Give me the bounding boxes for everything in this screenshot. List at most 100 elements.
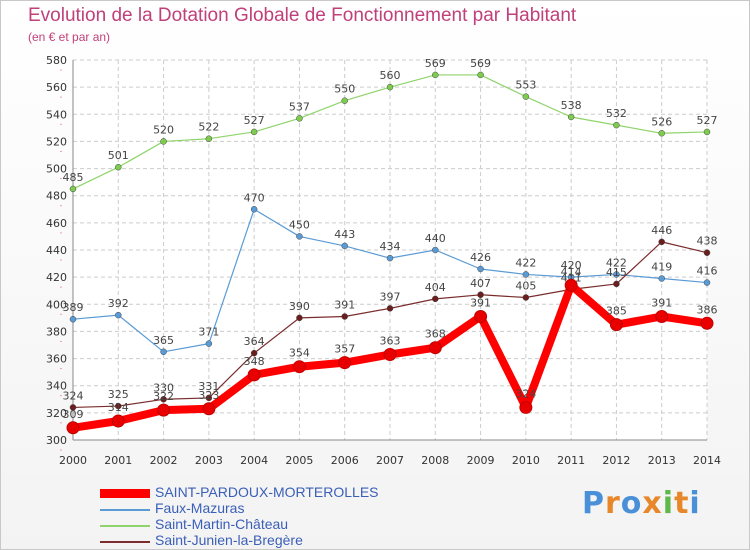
data-point: [386, 83, 394, 91]
data-label: 550: [334, 83, 355, 96]
data-point: [613, 121, 620, 129]
data-point: [477, 291, 484, 299]
data-point: [522, 294, 530, 301]
data-point: [69, 404, 77, 411]
y-tick-label: 480: [46, 190, 67, 203]
data-label: 560: [380, 69, 401, 82]
data-label: 416: [697, 265, 718, 278]
data-point: [205, 394, 213, 402]
data-point: [474, 310, 488, 323]
data-point: [386, 305, 394, 312]
data-point: [202, 402, 216, 416]
data-label: 415: [606, 266, 627, 279]
y-tick-label: 540: [46, 108, 67, 121]
data-label: 501: [108, 149, 129, 162]
data-label: 322: [153, 390, 174, 403]
data-label: 323: [198, 389, 219, 402]
data-point: [700, 316, 714, 330]
y-tick-label: 460: [46, 217, 67, 230]
data-label: 569: [470, 57, 491, 70]
data-point: [160, 348, 167, 356]
legend-swatch: [100, 525, 150, 527]
data-label: 405: [515, 280, 536, 293]
data-point: [564, 278, 578, 292]
data-label: 391: [651, 297, 672, 310]
data-label: 537: [289, 100, 310, 113]
data-point: [658, 130, 665, 137]
y-tick-label: 420: [46, 271, 67, 284]
data-label: 538: [561, 99, 582, 112]
legend-label: Faux-Mazuras: [155, 500, 245, 516]
data-label: 422: [515, 256, 536, 269]
data-label: 426: [470, 251, 491, 264]
y-tick-label: 340: [46, 380, 67, 393]
y-tick-label: 580: [46, 54, 67, 67]
data-label: 385: [606, 305, 627, 318]
data-point: [296, 233, 303, 240]
data-point: [205, 340, 213, 347]
data-point: [432, 71, 439, 79]
x-tick-label: 2003: [195, 454, 223, 467]
x-tick-label: 2010: [512, 454, 540, 467]
data-point: [115, 402, 122, 410]
data-label: 440: [425, 232, 446, 245]
data-label: 354: [289, 347, 310, 360]
y-tick-label: 500: [46, 163, 67, 176]
data-point: [341, 242, 348, 250]
data-label: 368: [425, 328, 446, 341]
legend-swatch: [100, 541, 150, 543]
data-label: 390: [289, 300, 310, 313]
data-point: [296, 115, 303, 122]
data-point: [250, 206, 258, 213]
data-label: 407: [470, 277, 491, 290]
data-point: [432, 295, 439, 303]
x-tick-label: 2006: [331, 454, 359, 467]
y-tick-label: 400: [46, 298, 67, 311]
data-label: 348: [244, 355, 265, 368]
data-point: [613, 280, 620, 288]
data-point: [66, 421, 80, 435]
x-tick-label: 2013: [648, 454, 676, 467]
data-point: [111, 414, 125, 428]
logo-letter: o: [620, 486, 643, 521]
y-tick-label: 300: [46, 434, 67, 447]
logo-letter: x: [642, 486, 663, 521]
data-label: 446: [651, 224, 672, 237]
data-label: 371: [198, 326, 219, 339]
data-point: [609, 318, 623, 332]
proxiti-logo: Proxiti: [582, 486, 701, 521]
y-tick-label: 440: [46, 244, 67, 257]
data-point: [519, 400, 533, 414]
chart-subtitle: (en € et par an): [28, 30, 111, 44]
data-label: 411: [561, 271, 582, 284]
x-tick-label: 2001: [104, 454, 132, 467]
data-label: 330: [153, 381, 174, 394]
legend-swatch: [100, 489, 150, 498]
data-point: [205, 135, 213, 142]
data-label: 357: [334, 343, 355, 356]
data-point: [703, 279, 711, 286]
data-label: 391: [470, 297, 491, 310]
data-label: 420: [561, 259, 582, 272]
data-label: 438: [697, 235, 718, 248]
data-label: 397: [380, 290, 401, 303]
data-label: 314: [108, 401, 129, 414]
data-point: [250, 349, 258, 357]
data-point: [157, 403, 171, 417]
y-tick-label: 520: [46, 135, 67, 148]
data-point: [341, 97, 348, 104]
legend-swatch: [100, 509, 150, 511]
data-label: 470: [244, 191, 265, 204]
x-tick-label: 2000: [59, 454, 87, 467]
data-label: 520: [153, 123, 174, 136]
data-label: 419: [651, 261, 672, 274]
logo-letter: P: [582, 486, 605, 521]
y-tick-label: 360: [46, 353, 67, 366]
y-tick-label: 320: [46, 407, 67, 420]
y-tick-label: 560: [46, 81, 67, 94]
data-point: [432, 246, 439, 254]
data-point: [160, 396, 167, 403]
x-tick-label: 2002: [150, 454, 178, 467]
data-label: 363: [380, 335, 401, 348]
data-point: [383, 348, 397, 361]
